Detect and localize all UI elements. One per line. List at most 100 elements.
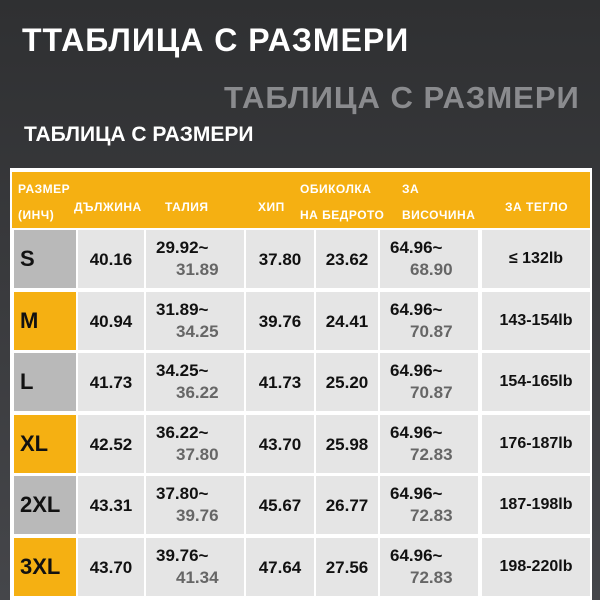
range-start: 34.25~ [156,361,209,380]
cell [246,414,314,473]
value: 41.73 [258,373,302,392]
range-end: 36.22 [176,383,219,402]
cell [482,414,590,473]
cell [78,291,144,350]
value: 43.70 [258,434,302,454]
size-label: XL [20,430,49,456]
value: ≤ 132lb [508,250,564,267]
cell [78,476,144,534]
header-label: ТАЛИЯ [165,200,209,214]
header-label: РАЗМЕР [18,182,71,196]
cell [380,291,478,350]
cell [78,537,144,596]
cell [246,537,314,596]
size-table: РАЗМЕР (ИНЧ) ДЪЛЖИНА ТАЛИЯ ХИП ОБИКОЛКА НА БЕД… [10,168,592,600]
value: 24.41 [325,311,369,331]
range-start: 64.96~ [390,361,443,380]
range-end: 37.80 [176,444,219,464]
cell [482,476,590,534]
range-end: 68.90 [410,260,453,279]
header-label: (ИНЧ) [18,208,55,222]
range-end: 34.25 [176,321,219,341]
value: 41.73 [89,373,133,392]
cell [246,476,314,534]
cell [14,230,76,288]
cell [316,291,378,350]
cell [380,414,478,473]
range-start: 39.76~ [156,545,209,565]
range-end: 72.83 [410,567,453,587]
size-label: M [20,307,39,333]
range-start: 29.92~ [156,238,209,257]
range-end: 31.89 [176,260,219,279]
value: 26.77 [325,496,369,515]
size-label: 3XL [20,553,61,579]
value: 198-220lb [499,557,573,575]
value: 43.70 [89,557,133,577]
cell [146,476,244,534]
cell [380,230,478,288]
header-label: ЗА ТЕГЛО [505,200,569,214]
cell [14,537,76,596]
cell [146,230,244,288]
cell [78,230,144,288]
value: 37.80 [258,250,302,269]
range-start: 64.96~ [390,484,443,503]
range-end: 70.87 [410,383,453,402]
cell [482,230,590,288]
cell [14,291,76,350]
value: 143-154lb [499,311,573,329]
title: ТТАБЛИЦА С РАЗМЕРИ [22,22,410,58]
value: 43.31 [89,496,133,515]
cell [316,353,378,411]
cell [146,414,244,473]
header-label: ОБИКОЛКА [300,182,372,196]
header-label: ВИСОЧИНА [402,208,476,222]
value: 176-187lb [499,434,573,452]
caption: ТАБЛИЦА С РАЗМЕРИ [24,123,254,146]
range-end: 41.34 [176,567,219,587]
value: 27.56 [325,557,369,577]
range-start: 36.22~ [156,422,209,442]
header-label: ЗА [402,182,420,196]
cell [246,230,314,288]
size-label: 2XL [20,492,61,517]
cell [246,291,314,350]
cell [316,476,378,534]
range-start: 64.96~ [390,422,443,442]
cell [146,291,244,350]
range-end: 39.76 [176,506,219,525]
value: 40.94 [89,311,133,331]
range-start: 64.96~ [390,299,443,319]
value: 40.16 [89,250,133,269]
cell [482,537,590,596]
cell [14,353,76,411]
cell [482,291,590,350]
size-label: L [20,369,34,394]
cell [316,230,378,288]
value: 187-198lb [499,496,573,513]
cell [146,537,244,596]
cell [78,353,144,411]
cell [14,476,76,534]
cell [380,353,478,411]
cell [146,353,244,411]
value: 23.62 [325,250,369,269]
range-end: 70.87 [410,321,453,341]
range-start: 31.89~ [156,299,209,319]
value: 25.20 [325,373,369,392]
cell [316,537,378,596]
range-end: 72.83 [410,506,453,525]
header-label: ХИП [258,200,285,214]
header-label: ДЪЛЖИНА [74,200,142,214]
header-row [12,172,590,228]
cell [482,353,590,411]
cell [316,414,378,473]
range-start: 64.96~ [390,238,443,257]
range-end: 72.83 [410,444,453,464]
cell [380,476,478,534]
cell [14,414,76,473]
range-start: 37.80~ [156,484,209,503]
value: 42.52 [89,434,133,454]
